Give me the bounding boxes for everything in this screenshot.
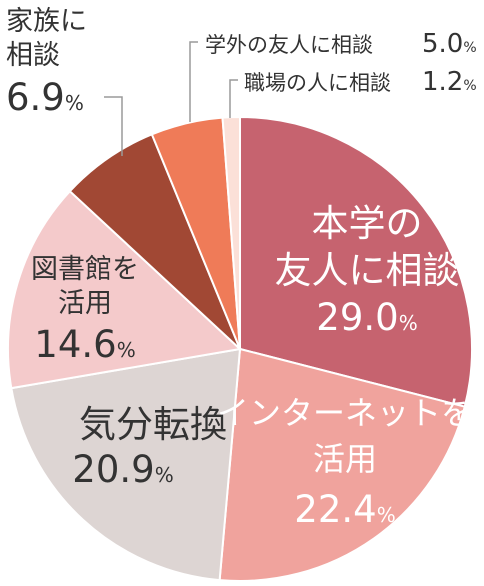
slice-label-0-line-0: 本学の	[312, 202, 423, 245]
slice-labels: 本学の友人に相談29.0%インターネットを活用22.4%気分転換20.9%図書館…	[6, 6, 477, 531]
slice-value-3: 14.6%	[34, 323, 135, 366]
slice-value-0: 29.0%	[316, 296, 417, 339]
leader-line-workplace	[229, 79, 238, 118]
slice-value-4: 6.9%	[6, 76, 84, 119]
slice-label-4-line-0: 家族に	[6, 6, 87, 37]
slice-label-4-line-1: 相談	[6, 40, 60, 71]
slice-label-0-line-1: 友人に相談	[275, 249, 460, 292]
slice-value-6: 1.2%	[422, 67, 477, 97]
slice-value-5: 5.0%	[422, 29, 477, 59]
slice-label-2-line-0: 気分転換	[79, 403, 227, 446]
leader-lines	[104, 41, 238, 156]
pie-slice-0	[239, 115, 473, 408]
pie-slice-6	[221, 115, 241, 350]
slice-label-1-line-1: 活用	[313, 440, 377, 478]
leader-line-family	[104, 96, 123, 156]
pie-slice-3	[7, 189, 243, 390]
slice-value-1: 22.4%	[294, 488, 395, 531]
slice-value-2: 20.9%	[72, 448, 173, 491]
pie-slices	[7, 115, 473, 582]
slice-label-3-line-0: 図書館を	[31, 254, 139, 285]
pie-slice-1	[218, 347, 466, 582]
slice-label-5-line-0: 学外の友人に相談	[205, 33, 373, 57]
slice-label-6-line-0: 職場の人に相談	[244, 71, 391, 95]
slice-label-1-line-0: インターネットを	[217, 394, 473, 432]
pie-slice-2	[10, 347, 242, 582]
slice-label-3-line-1: 活用	[58, 288, 112, 319]
leader-line-outside-friend	[189, 41, 198, 122]
